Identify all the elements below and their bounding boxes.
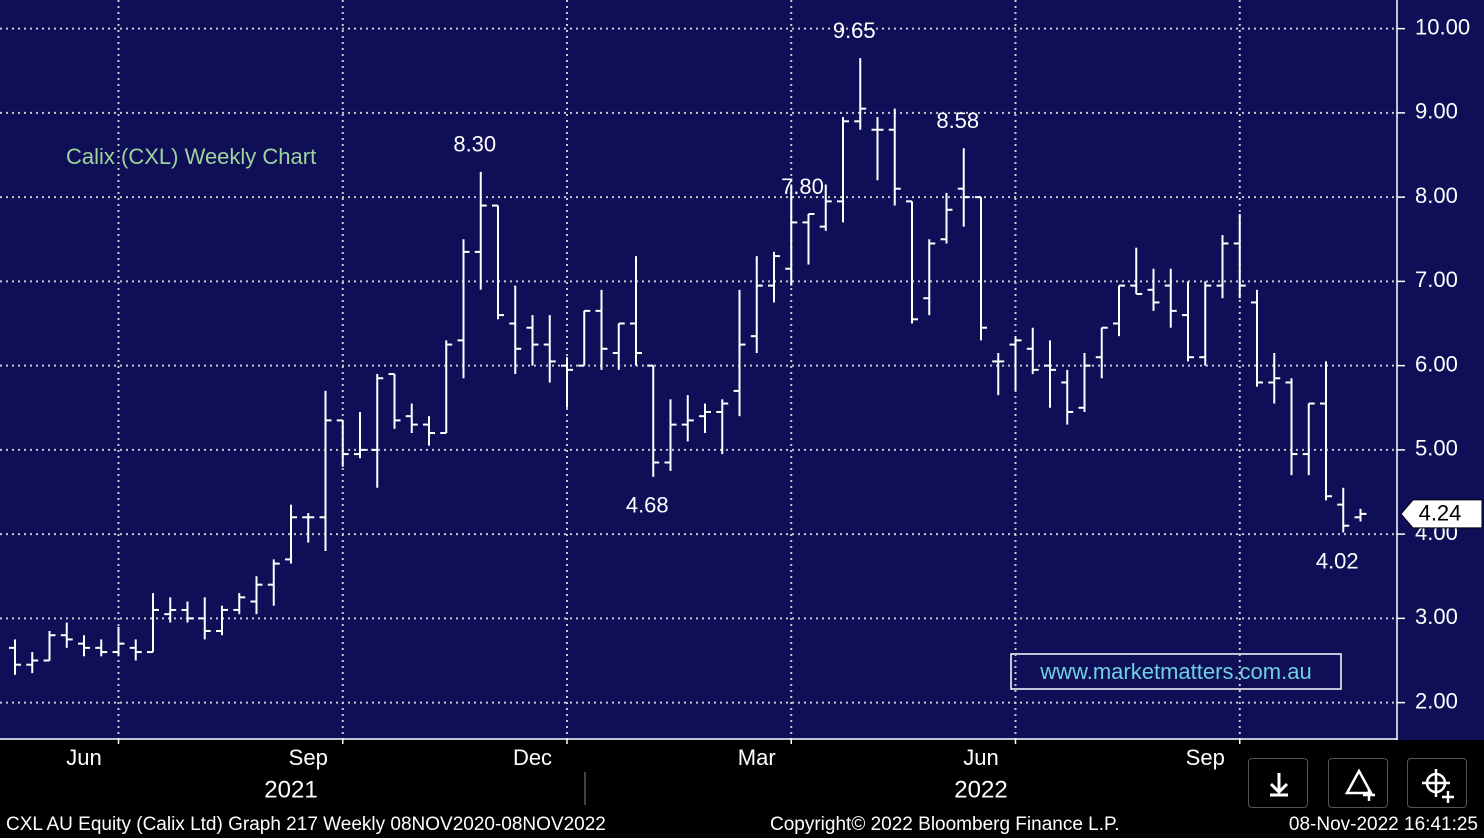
- y-tick-label: 7.00: [1415, 267, 1458, 292]
- settings-button[interactable]: [1407, 758, 1467, 808]
- annotation: 4.68: [626, 493, 669, 518]
- annotate-button[interactable]: [1328, 758, 1388, 808]
- x-tick-label: Sep: [289, 745, 328, 770]
- y-tick-label: 2.00: [1415, 688, 1458, 713]
- y-tick-label: 6.00: [1415, 351, 1458, 376]
- annotation: 9.65: [833, 18, 876, 43]
- footer-left: CXL AU Equity (Calix Ltd) Graph 217 Week…: [6, 814, 606, 835]
- download-icon: [1269, 773, 1289, 797]
- annotation: 4.02: [1316, 548, 1359, 573]
- last-price-tag: [1400, 499, 1483, 529]
- x-tick-label: Mar: [738, 745, 776, 770]
- x-year-label: 2021: [264, 776, 317, 803]
- y-tick-label: 9.00: [1415, 99, 1458, 124]
- x-tick-label: Dec: [513, 745, 552, 770]
- y-tick-label: 5.00: [1415, 436, 1458, 461]
- settings-icon: [1422, 769, 1454, 803]
- y-tick-label: 3.00: [1415, 604, 1458, 629]
- footer-center: Copyright© 2022 Bloomberg Finance L.P.: [770, 814, 1120, 835]
- watermark-box: [1010, 653, 1342, 690]
- download-button[interactable]: [1248, 758, 1308, 808]
- y-tick-label: 10.00: [1415, 14, 1470, 39]
- x-tick-label: Jun: [963, 745, 998, 770]
- x-tick-label: Sep: [1186, 745, 1225, 770]
- annotation: 7.80: [781, 174, 824, 199]
- x-year-label: 2022: [954, 776, 1007, 803]
- x-tick-label: Jun: [66, 745, 101, 770]
- watermark: www.marketmatters.com.au: [1039, 659, 1311, 684]
- y-tick-label: 8.00: [1415, 183, 1458, 208]
- annotation: 8.30: [453, 132, 496, 157]
- annotation: 8.58: [936, 108, 979, 133]
- annotate-icon: [1344, 768, 1375, 801]
- last-price-label: 4.24: [1419, 501, 1462, 526]
- chart-title: Calix (CXL) Weekly Chart: [66, 144, 316, 169]
- footer-right: 08-Nov-2022 16:41:25: [1289, 814, 1478, 835]
- plot-background: [0, 0, 1484, 740]
